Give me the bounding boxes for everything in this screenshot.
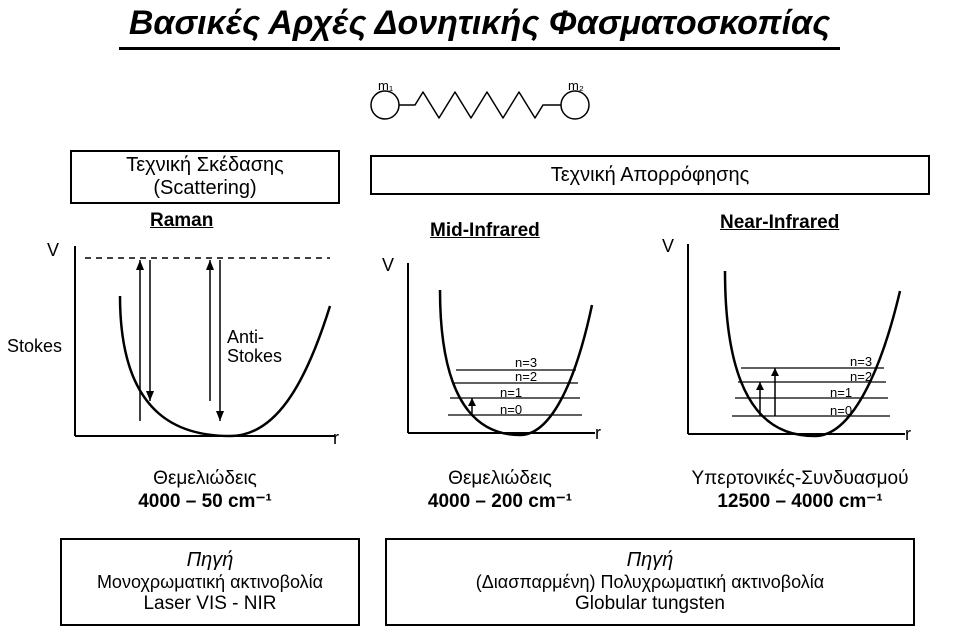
midir-curve: V r n=3 n=2 n=1 n=0 — [400, 255, 600, 445]
anti-l2: Stokes — [227, 346, 282, 366]
nearir-r-label: r — [905, 424, 911, 445]
source-left-l3: Laser VIS - NIR — [143, 593, 276, 615]
raman-label: Raman — [150, 210, 213, 232]
anti-l1: Anti- — [227, 327, 264, 347]
source-left-l2: Μονοχρωματική ακτινοβολία — [97, 572, 323, 593]
midir-n2: n=2 — [515, 369, 537, 384]
nearir-n3: n=3 — [850, 354, 872, 369]
nearir-V-label: V — [662, 236, 674, 257]
midir-footer-l1: Θεμελιώδεις — [448, 468, 552, 489]
absorption-line1: Τεχνική Απορρόφησης — [551, 164, 750, 187]
nearir-footer-l2: 12500 – 4000 cm⁻¹ — [717, 491, 882, 512]
anti-stokes-label: Anti- Stokes — [227, 328, 282, 366]
nearir-footer-l1: Υπερτονικές-Συνδυασμού — [692, 468, 909, 489]
midir-n3: n=3 — [515, 355, 537, 370]
page-root: Βασικές Αρχές Δονητικής Φασματοσκοπίας m… — [0, 0, 959, 636]
raman-footer: Θεμελιώδεις 4000 – 50 cm⁻¹ — [60, 468, 350, 514]
nearir-n0: n=0 — [830, 403, 852, 418]
nearir-footer: Υπερτονικές-Συνδυασμού 12500 – 4000 cm⁻¹ — [650, 468, 950, 514]
page-title-text: Βασικές Αρχές Δονητικής Φασματοσκοπίας — [119, 4, 840, 50]
raman-V-label: V — [47, 240, 59, 261]
source-right-l2: (Διασπαρμένη) Πολυχρωματική ακτινοβολία — [476, 572, 824, 593]
spring-mass-diagram: m₁ m₂ — [360, 80, 600, 130]
scattering-box: Τεχνική Σκέδασης (Scattering) — [70, 150, 340, 204]
page-title: Βασικές Αρχές Δονητικής Φασματοσκοπίας — [0, 4, 959, 50]
midir-V-label: V — [382, 255, 394, 276]
scattering-line2: (Scattering) — [153, 177, 256, 200]
midir-n0: n=0 — [500, 402, 522, 417]
midir-footer-l2: 4000 – 200 cm⁻¹ — [428, 491, 572, 512]
mass1-label: m₁ — [378, 78, 393, 93]
scattering-line1: Τεχνική Σκέδασης — [126, 154, 284, 177]
source-right-l1: Πηγή — [627, 549, 674, 572]
midir-label: Mid-Infrared — [430, 220, 540, 242]
mass2-label: m₂ — [568, 78, 584, 93]
raman-r-label: r — [333, 428, 339, 449]
raman-footer-l1: Θεμελιώδεις — [153, 468, 257, 489]
midir-n1: n=1 — [500, 385, 522, 400]
nearir-n2: n=2 — [850, 369, 872, 384]
source-right-l3: Globular tungsten — [575, 593, 725, 615]
absorption-box: Τεχνική Απορρόφησης — [370, 155, 930, 195]
stokes-label: Stokes — [7, 336, 62, 357]
source-left-l1: Πηγή — [187, 549, 234, 572]
midir-r-label: r — [595, 423, 601, 444]
nearir-label: Near-Infrared — [720, 212, 839, 234]
source-right-box: Πηγή (Διασπαρμένη) Πολυχρωματική ακτινοβ… — [385, 538, 915, 626]
nearir-n1: n=1 — [830, 385, 852, 400]
raman-curve: V r Stokes Anti- Stokes — [65, 236, 345, 456]
source-left-box: Πηγή Μονοχρωματική ακτινοβολία Laser VIS… — [60, 538, 360, 626]
midir-footer: Θεμελιώδεις 4000 – 200 cm⁻¹ — [385, 468, 615, 514]
raman-footer-l2: 4000 – 50 cm⁻¹ — [138, 491, 272, 512]
nearir-curve: V r n=3 n=2 n=1 n=0 — [680, 236, 910, 446]
